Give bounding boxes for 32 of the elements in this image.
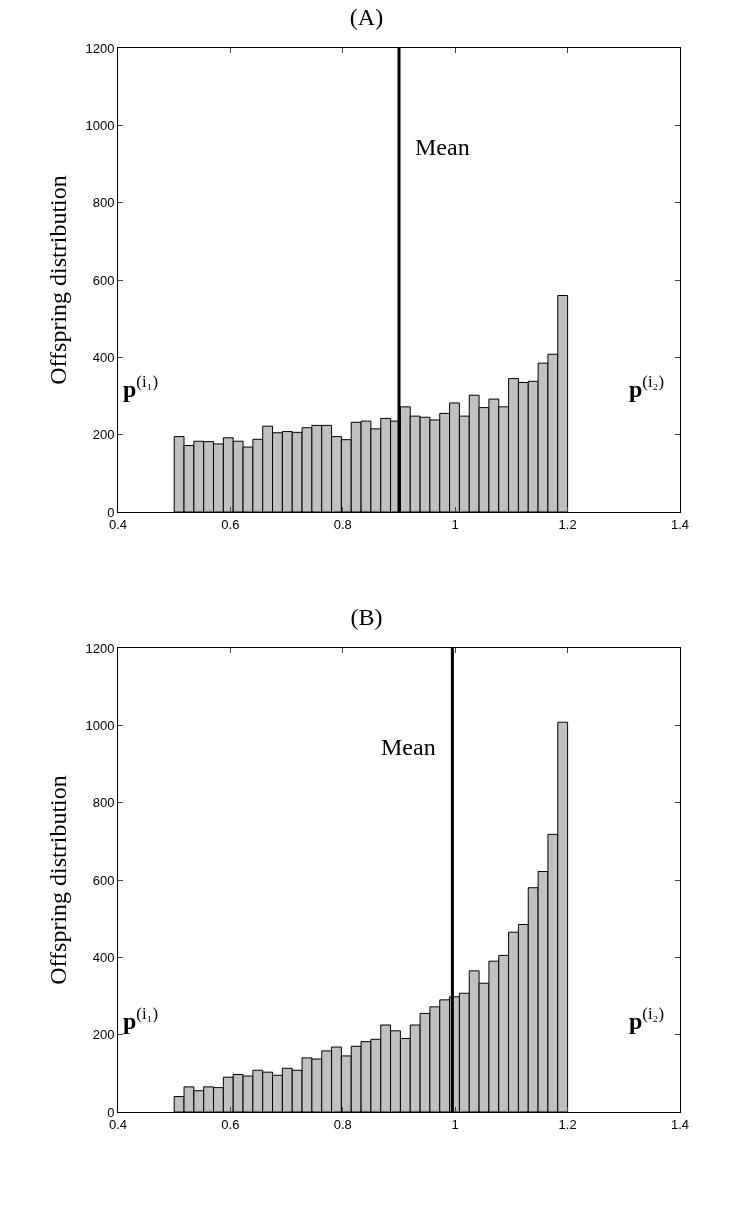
chart-title: (B) (350, 604, 383, 631)
y-axis-title: Offspring distribution (44, 175, 71, 385)
annotation: p$^{(i₂)}$ (629, 372, 665, 403)
y-tick-label: 1000 (85, 117, 115, 133)
annotation: p$^{(i₁)}$ (123, 372, 159, 403)
y-tick-label: 400 (92, 949, 115, 965)
annotation: p$^{(i₁)}$ (123, 1004, 159, 1035)
ref-line-label: Mean (381, 734, 436, 760)
ref-line-label: Mean (415, 134, 470, 160)
y-tick-label: 800 (92, 195, 115, 211)
annotation: p$^{(i₂)}$ (629, 1004, 665, 1035)
x-tick-label: 1.4 (670, 1116, 690, 1132)
y-tick-label: 1200 (85, 640, 115, 656)
y-axis-title: Offspring distribution (44, 775, 71, 985)
y-tick-label: 600 (92, 272, 115, 288)
x-tick-label: 1 (451, 1116, 459, 1132)
y-tick-label: 400 (92, 349, 115, 365)
y-tick-label: 800 (92, 795, 115, 811)
x-tick-label: 0.8 (333, 1116, 352, 1132)
x-tick-label: 1.4 (670, 516, 690, 532)
y-tick-label: 1200 (85, 40, 115, 56)
chart-title: (A) (349, 4, 384, 31)
x-tick-label: 0.6 (221, 1116, 240, 1132)
y-tick-label: 200 (92, 427, 115, 443)
y-tick-label: 200 (92, 1027, 115, 1043)
x-tick-label: 1.2 (558, 1116, 577, 1132)
y-tick-label: 1000 (85, 717, 115, 733)
x-tick-label: 1 (451, 516, 459, 532)
x-tick-label: 1.2 (558, 516, 577, 532)
x-tick-label: 0.8 (333, 516, 352, 532)
y-tick-label: 600 (92, 872, 115, 888)
x-tick-label: 0.6 (221, 516, 240, 532)
